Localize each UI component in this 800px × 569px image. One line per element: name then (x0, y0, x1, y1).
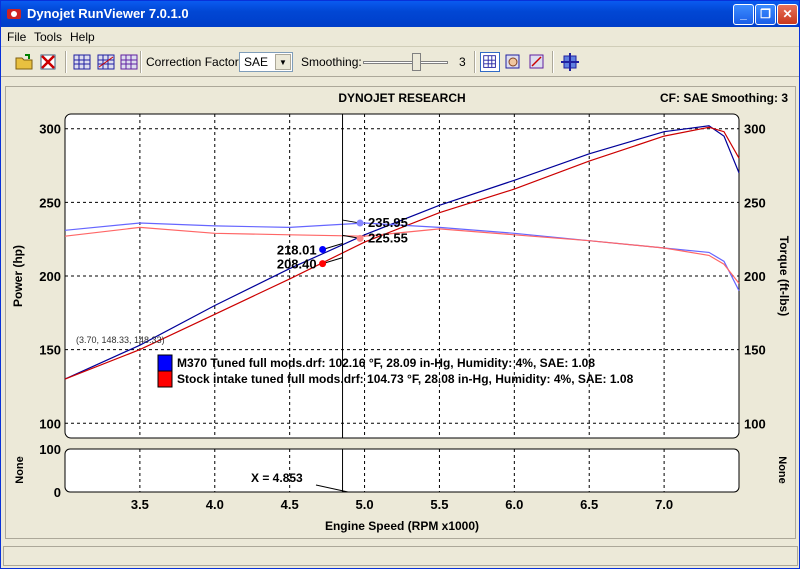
dyno-chart[interactable]: DYNOJET RESEARCH CF: SAE Smoothing: 3 3.5 4… (6, 87, 797, 540)
data-marker (319, 260, 327, 268)
correction-factor-label: Correction Factor: (146, 55, 243, 69)
cf-info: CF: SAE Smoothing: 3 (660, 91, 788, 105)
maximize-button[interactable]: ❐ (755, 4, 776, 25)
minimize-button[interactable]: _ (733, 4, 754, 25)
menu-help[interactable]: Help (70, 30, 95, 44)
toolbar: Correction Factor: SAE ▼ Smoothing: 3 (1, 47, 799, 77)
open-folder-icon[interactable] (14, 52, 34, 72)
graph-view-3-icon[interactable] (119, 52, 139, 72)
y-tick-label-right: 200 (744, 269, 766, 284)
close-button[interactable]: ✕ (777, 4, 798, 25)
x-tick-label: 5.5 (430, 497, 448, 512)
marker-label: 225.55 (368, 230, 408, 245)
y-tick-label-right: 150 (744, 343, 766, 358)
x-tick-label: 5.0 (356, 497, 374, 512)
title-bar[interactable]: Dynojet RunViewer 7.0.1.0 _ ❐ ✕ (1, 1, 799, 27)
menu-tools[interactable]: Tools (34, 30, 63, 44)
data-marker (356, 219, 364, 227)
y-tick-label-right: 100 (744, 416, 766, 431)
y2-axis-label: Torque (ft-lbs) (777, 236, 791, 316)
marker-label: 218.01 (277, 242, 317, 257)
smoothing-slider-handle[interactable] (412, 53, 421, 71)
corner-coordinate-label: (3.70, 148.33, 148.33) (76, 335, 165, 345)
zoom-tool-icon[interactable] (480, 52, 500, 72)
dynojet-logo-icon (7, 9, 21, 19)
marker-label: 235.95 (368, 215, 408, 230)
legend-entry: Stock intake tuned full mods.drf: 104.73… (177, 372, 634, 386)
smoothing-slider-track[interactable] (363, 61, 448, 64)
x-tick-label: 4.0 (206, 497, 224, 512)
crosshair-icon[interactable] (560, 52, 580, 72)
y-tick-label-left: 200 (39, 269, 61, 284)
series-line-power-1 (64, 126, 740, 380)
x-axis-label: Engine Speed (RPM x1000) (325, 519, 479, 533)
chevron-down-icon[interactable]: ▼ (275, 54, 291, 70)
lower-y-tick-label: 100 (39, 442, 61, 457)
remove-run-icon[interactable] (38, 52, 58, 72)
data-marker (356, 234, 364, 242)
lower-y-axis-label: None (14, 456, 26, 484)
x-tick-label: 6.5 (580, 497, 598, 512)
y-tick-label-left: 250 (39, 195, 61, 210)
y-tick-label-left: 300 (39, 122, 61, 137)
y-tick-label-right: 300 (744, 122, 766, 137)
status-bar (3, 546, 798, 566)
legend-swatch (157, 370, 173, 388)
dyno-chart-panel: DYNOJET RESEARCH CF: SAE Smoothing: 3 3.5 4… (5, 86, 796, 539)
toolbar-separator (474, 51, 476, 73)
pan-hand-icon[interactable] (503, 52, 523, 72)
smoothing-label: Smoothing: (301, 55, 362, 69)
y-tick-label-right: 250 (744, 195, 766, 210)
series-line-torque-2 (64, 222, 740, 291)
graph-view-1-icon[interactable] (72, 52, 92, 72)
graph-view-2-icon[interactable] (96, 52, 116, 72)
cursor-readout: X = 4.853 (251, 471, 303, 485)
toolbar-separator (140, 51, 142, 73)
legend-swatch (157, 354, 173, 372)
y-tick-label-left: 100 (39, 416, 61, 431)
x-tick-label: 6.0 (505, 497, 523, 512)
smoothing-value: 3 (459, 55, 466, 69)
cursor-readout-pointer (315, 484, 349, 493)
cursor-tool-icon[interactable] (527, 52, 547, 72)
marker-label: 208.40 (277, 257, 317, 272)
lower-y-tick-label: 0 (54, 485, 61, 500)
correction-factor-value: SAE (244, 55, 269, 69)
y-axis-label: Power (hp) (11, 245, 25, 307)
x-tick-label: 3.5 (131, 497, 149, 512)
series-line-torque-3 (64, 226, 740, 284)
window-title: Dynojet RunViewer 7.0.1.0 (27, 6, 189, 21)
legend-entry: M370 Tuned full mods.drf: 102.16 °F, 28.… (177, 356, 595, 370)
lower-y2-axis-label: None (776, 456, 788, 484)
toolbar-separator (552, 51, 554, 73)
menu-bar: File Tools Help (1, 27, 799, 47)
chart-header: DYNOJET RESEARCH (338, 91, 465, 105)
data-marker (319, 245, 327, 253)
menu-file[interactable]: File (7, 30, 27, 44)
x-tick-label: 4.5 (281, 497, 299, 512)
correction-factor-select[interactable]: SAE ▼ (239, 52, 293, 72)
toolbar-separator (65, 51, 67, 73)
y-tick-label-left: 150 (39, 343, 61, 358)
lower-plot-area (64, 448, 740, 493)
x-tick-label: 7.0 (655, 497, 673, 512)
